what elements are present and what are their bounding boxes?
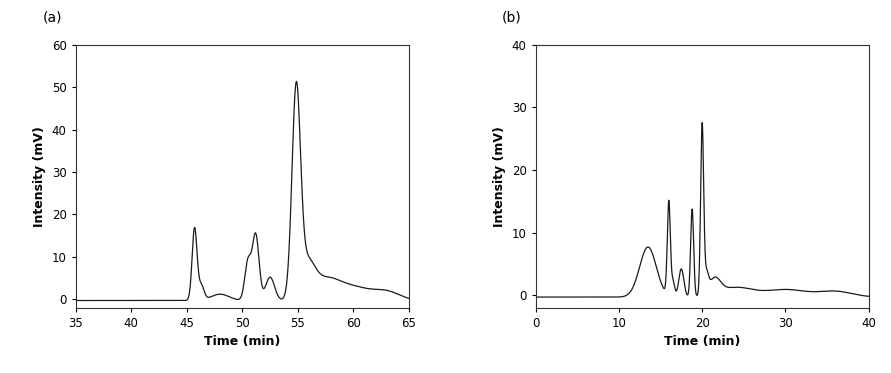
Text: (b): (b) bbox=[503, 10, 522, 25]
X-axis label: Time (min): Time (min) bbox=[664, 335, 740, 348]
X-axis label: Time (min): Time (min) bbox=[204, 335, 281, 348]
Y-axis label: Intensity (mV): Intensity (mV) bbox=[493, 126, 506, 227]
Y-axis label: Intensity (mV): Intensity (mV) bbox=[33, 126, 46, 227]
Text: (a): (a) bbox=[43, 10, 61, 25]
